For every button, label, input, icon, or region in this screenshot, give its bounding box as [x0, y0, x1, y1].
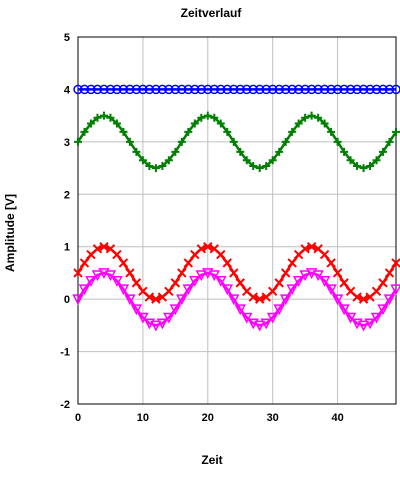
y-tick-label: 2: [64, 189, 70, 201]
x-tick-label: 0: [75, 412, 81, 424]
x-axis-label: Zeit: [201, 453, 222, 467]
y-tick-label: 4: [64, 84, 71, 96]
y-tick-label: -2: [60, 399, 70, 411]
y-axis-label: Amplitude [V]: [3, 194, 17, 272]
y-tick-label: 3: [64, 137, 70, 149]
y-tick-label: 0: [64, 294, 70, 306]
y-tick-label: -1: [60, 347, 70, 359]
y-tick-label: 5: [64, 32, 70, 44]
chart-title: Zeitverlauf: [181, 6, 243, 20]
x-tick-label: 20: [202, 412, 214, 424]
y-tick-label: 1: [64, 242, 70, 254]
x-tick-label: 30: [267, 412, 279, 424]
x-tick-label: 40: [331, 412, 343, 424]
x-tick-label: 10: [137, 412, 149, 424]
